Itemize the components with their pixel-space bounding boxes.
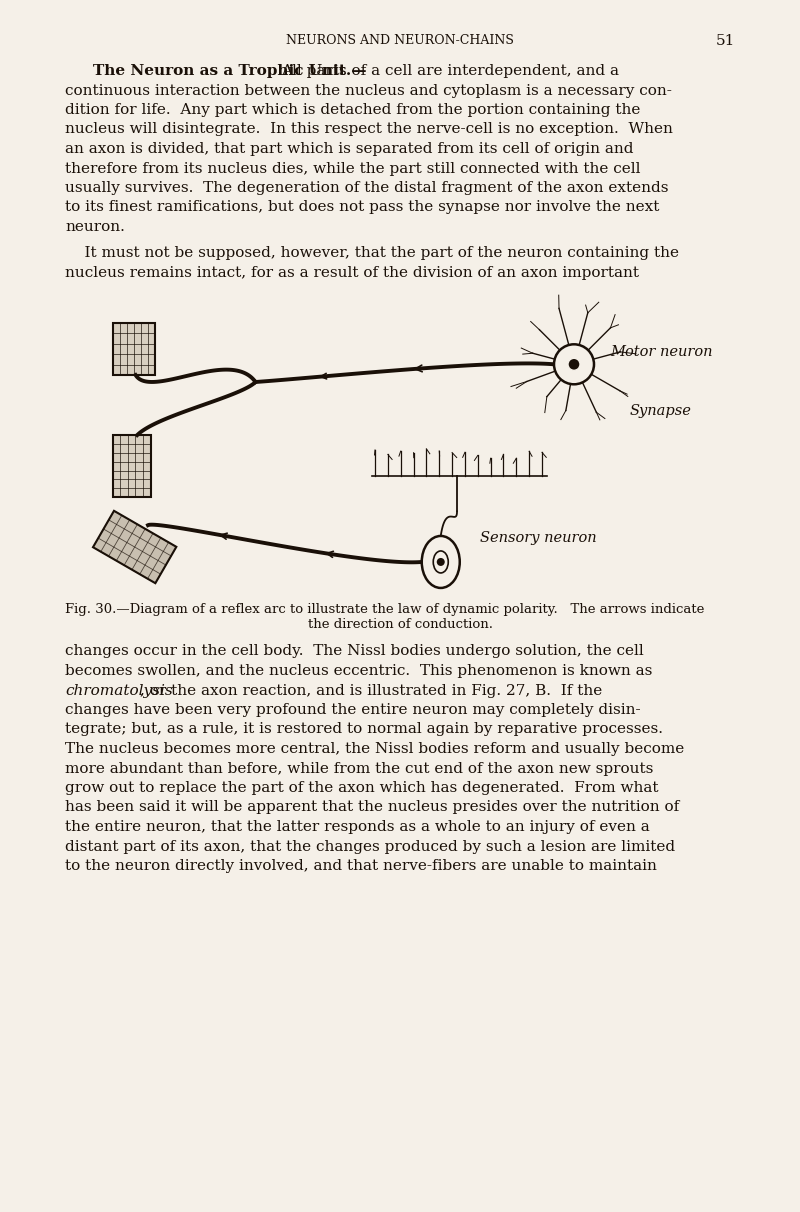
Text: NEURONS AND NEURON-CHAINS: NEURONS AND NEURON-CHAINS <box>286 34 514 47</box>
Text: therefore from its nucleus dies, while the part still connected with the cell: therefore from its nucleus dies, while t… <box>65 161 641 176</box>
Polygon shape <box>93 510 176 583</box>
Bar <box>113 324 154 375</box>
Text: The Neuron as a Trophic Unit.—: The Neuron as a Trophic Unit.— <box>93 64 366 78</box>
Text: Motor neuron: Motor neuron <box>610 345 712 360</box>
Text: , or the axon reaction, and is illustrated in Fig. 27, B.  If the: , or the axon reaction, and is illustrat… <box>140 684 602 697</box>
Text: to the neuron directly involved, and that nerve-fibers are unable to maintain: to the neuron directly involved, and tha… <box>65 859 657 873</box>
Text: The nucleus becomes more central, the Nissl bodies reform and usually become: The nucleus becomes more central, the Ni… <box>65 742 684 756</box>
Text: becomes swollen, and the nucleus eccentric.  This phenomenon is known as: becomes swollen, and the nucleus eccentr… <box>65 664 652 678</box>
Circle shape <box>554 344 594 384</box>
Text: chromatolysis: chromatolysis <box>65 684 173 697</box>
Text: has been said it will be apparent that the nucleus presides over the nutrition o: has been said it will be apparent that t… <box>65 800 679 814</box>
Text: grow out to replace the part of the axon which has degenerated.  From what: grow out to replace the part of the axon… <box>65 781 658 795</box>
Text: distant part of its axon, that the changes produced by such a lesion are limited: distant part of its axon, that the chang… <box>65 840 675 853</box>
Text: 51: 51 <box>715 34 734 48</box>
Text: neuron.: neuron. <box>65 221 125 234</box>
Circle shape <box>568 359 580 371</box>
Text: Sensory neuron: Sensory neuron <box>480 531 596 545</box>
Text: an axon is divided, that part which is separated from its cell of origin and: an axon is divided, that part which is s… <box>65 142 634 156</box>
Text: nucleus remains intact, for as a result of the division of an axon important: nucleus remains intact, for as a result … <box>65 265 639 280</box>
Text: continuous interaction between the nucleus and cytoplasm is a necessary con-: continuous interaction between the nucle… <box>65 84 672 97</box>
Text: more abundant than before, while from the cut end of the axon new sprouts: more abundant than before, while from th… <box>65 761 654 776</box>
Text: dition for life.  Any part which is detached from the portion containing the: dition for life. Any part which is detac… <box>65 103 640 118</box>
Text: changes occur in the cell body.  The Nissl bodies undergo solution, the cell: changes occur in the cell body. The Niss… <box>65 645 644 658</box>
Text: nucleus will disintegrate.  In this respect the nerve-cell is no exception.  Whe: nucleus will disintegrate. In this respe… <box>65 122 673 137</box>
Text: usually survives.  The degeneration of the distal fragment of the axon extends: usually survives. The degeneration of th… <box>65 181 669 195</box>
Text: All parts of a cell are interdependent, and a: All parts of a cell are interdependent, … <box>281 64 619 78</box>
Text: changes have been very profound the entire neuron may completely disin-: changes have been very profound the enti… <box>65 703 641 718</box>
Text: Synapse: Synapse <box>630 405 691 418</box>
Text: the direction of conduction.: the direction of conduction. <box>307 618 493 631</box>
Text: tegrate; but, as a rule, it is restored to normal again by reparative processes.: tegrate; but, as a rule, it is restored … <box>65 722 663 737</box>
Bar <box>113 435 150 497</box>
Ellipse shape <box>422 536 460 588</box>
Text: to its finest ramifications, but does not pass the synapse nor involve the next: to its finest ramifications, but does no… <box>65 200 659 215</box>
Text: Fig. 30.—Diagram of a reflex arc to illustrate the law of dynamic polarity.   Th: Fig. 30.—Diagram of a reflex arc to illu… <box>65 602 704 616</box>
Circle shape <box>437 558 445 566</box>
Text: It must not be supposed, however, that the part of the neuron containing the: It must not be supposed, however, that t… <box>65 246 679 261</box>
Text: the entire neuron, that the latter responds as a whole to an injury of even a: the entire neuron, that the latter respo… <box>65 821 650 834</box>
